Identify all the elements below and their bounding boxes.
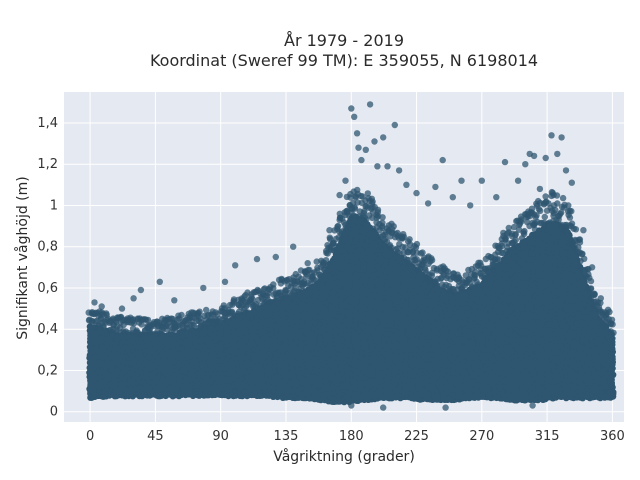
chart-subtitle: Koordinat (Sweref 99 TM): E 359055, N 61…	[150, 51, 538, 70]
data-points	[85, 101, 617, 411]
data-point	[103, 311, 110, 318]
data-point	[196, 308, 203, 315]
data-point	[178, 311, 185, 319]
chart-title: År 1979 - 2019	[284, 31, 404, 50]
